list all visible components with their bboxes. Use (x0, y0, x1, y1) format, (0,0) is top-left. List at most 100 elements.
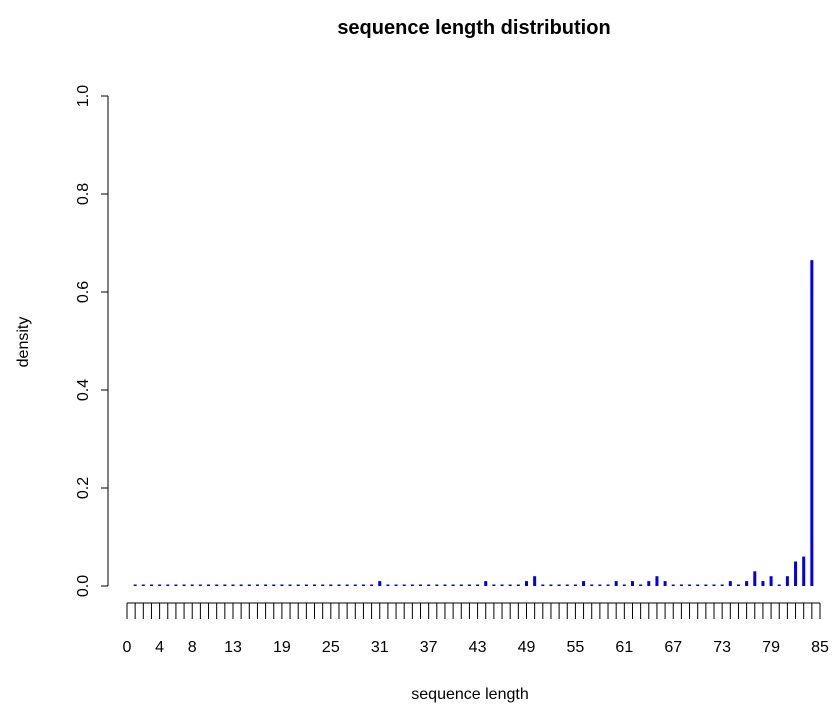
bar (679, 584, 683, 586)
x-tick-label: 4 (155, 639, 164, 656)
bar (198, 584, 202, 586)
bar (476, 584, 480, 586)
bar (337, 584, 341, 586)
x-tick-label: 79 (762, 639, 780, 656)
bar (361, 584, 365, 586)
bar (394, 584, 398, 586)
bar (810, 260, 814, 586)
x-tick-label: 8 (188, 639, 197, 656)
bar (696, 584, 700, 586)
bar (215, 584, 219, 586)
bar (288, 584, 292, 586)
x-tick-label: 0 (123, 639, 132, 656)
bar (582, 581, 586, 586)
bar (410, 584, 414, 586)
bar (239, 584, 243, 586)
bar (174, 584, 178, 586)
bar (622, 584, 626, 586)
bar (255, 584, 259, 586)
bar (647, 581, 651, 586)
bar (296, 584, 300, 586)
bar (663, 581, 667, 586)
bar (402, 584, 406, 586)
bar (688, 584, 692, 586)
x-tick-label: 13 (224, 639, 242, 656)
bar (451, 584, 455, 586)
x-tick-label: 31 (371, 639, 389, 656)
y-tick-label: 0.0 (75, 575, 92, 597)
bar (467, 584, 471, 586)
bar (541, 584, 545, 586)
bar (614, 581, 618, 586)
y-axis: 0.0 0.2 0.4 0.6 0.8 1.0 (75, 85, 109, 597)
bar (785, 576, 789, 586)
x-tick-label: 61 (615, 639, 633, 656)
bar (484, 581, 488, 586)
bar (443, 584, 447, 586)
bar (247, 584, 251, 586)
x-axis: 0 4 8 13 19 25 31 37 43 49 55 61 67 73 79 85 (123, 602, 829, 656)
bar (459, 584, 463, 586)
x-tick-label: 73 (713, 639, 731, 656)
bar (794, 561, 798, 586)
bar (516, 584, 520, 586)
bar (704, 584, 708, 586)
bar (264, 584, 268, 586)
bar (272, 584, 276, 586)
bar (761, 581, 765, 586)
bar (158, 584, 162, 586)
y-tick-label: 0.6 (75, 281, 92, 303)
bar (508, 584, 512, 586)
bar (769, 576, 773, 586)
x-tick-label: 19 (273, 639, 291, 656)
bar (712, 584, 716, 586)
bar (533, 576, 537, 586)
y-tick-label: 0.8 (75, 183, 92, 205)
bar (353, 584, 357, 586)
bar (500, 584, 504, 586)
bar (386, 584, 390, 586)
bar (149, 584, 153, 586)
bar (182, 584, 186, 586)
bar (207, 584, 211, 586)
y-tick-label: 0.2 (75, 477, 92, 499)
x-tick-label: 85 (811, 639, 829, 656)
bar (419, 584, 423, 586)
bar (304, 584, 308, 586)
x-tick-label: 67 (664, 639, 682, 656)
bar (313, 584, 317, 586)
bar (329, 584, 333, 586)
bar (590, 584, 594, 586)
bar (166, 584, 170, 586)
bar (565, 584, 569, 586)
x-tick-label: 55 (567, 639, 585, 656)
bar (370, 584, 374, 586)
x-tick-label: 49 (518, 639, 536, 656)
bar (321, 584, 325, 586)
bar (141, 584, 145, 586)
bar (378, 581, 382, 586)
chart-title: sequence length distribution (337, 17, 610, 39)
bar (630, 581, 634, 586)
bar (573, 584, 577, 586)
x-tick-label: 37 (420, 639, 438, 656)
bars (133, 260, 814, 586)
bar (223, 584, 227, 586)
bar (655, 576, 659, 586)
bar (671, 584, 675, 586)
bar (606, 584, 610, 586)
bar (345, 584, 349, 586)
bar (736, 584, 740, 586)
bar (598, 584, 602, 586)
bar (802, 556, 806, 586)
y-tick-label: 1.0 (75, 85, 92, 107)
bar (753, 571, 757, 586)
x-tick-label: 43 (469, 639, 487, 656)
bar (557, 584, 561, 586)
bar (231, 584, 235, 586)
bar (280, 584, 284, 586)
x-tick-label: 25 (322, 639, 340, 656)
bar (777, 584, 781, 586)
bar (427, 584, 431, 586)
